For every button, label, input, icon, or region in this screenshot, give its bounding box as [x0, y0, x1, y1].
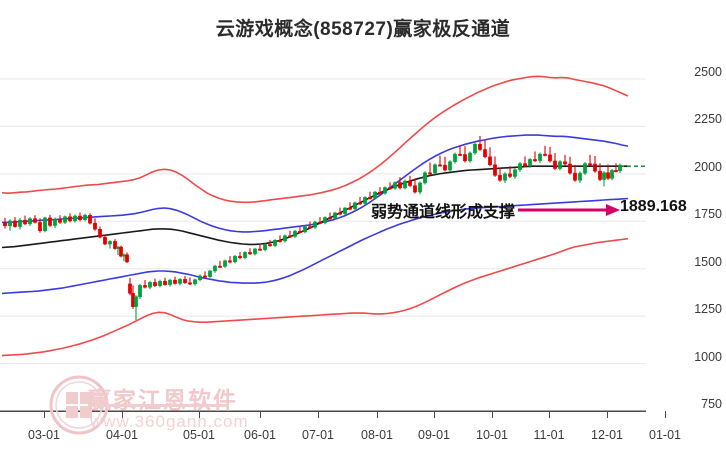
x-axis-tick	[492, 411, 493, 418]
page-title: 云游戏概念(858727)赢家极反通道	[215, 19, 511, 40]
x-axis-label: 11-01	[533, 428, 565, 442]
y-axis-label: 2500	[694, 64, 722, 79]
y-axis-label: 1500	[694, 254, 722, 269]
x-axis-label: 10-01	[476, 428, 508, 442]
y-axis-label: 1000	[694, 349, 722, 364]
y-axis-label: 2000	[694, 159, 722, 174]
candlestick-chart-svg	[0, 75, 646, 411]
x-axis-tick	[549, 411, 550, 418]
annotation-arrow-icon	[518, 204, 620, 216]
x-axis-tick	[260, 411, 261, 418]
watermark-brand: 赢家江恩软件	[88, 387, 238, 413]
y-axis-label: 750	[701, 397, 722, 411]
x-axis-label: 05-01	[183, 428, 215, 442]
x-axis-tick	[377, 411, 378, 418]
x-axis-label: 03-01	[28, 428, 60, 442]
x-axis-tick	[607, 411, 608, 418]
x-axis-tick	[665, 411, 666, 418]
x-axis-label: 04-01	[106, 428, 138, 442]
x-axis-tick	[434, 411, 435, 418]
x-axis-label: 01-01	[649, 428, 681, 442]
x-axis-line	[0, 411, 646, 412]
y-axis-label: 2250	[694, 112, 722, 127]
x-axis-tick	[122, 411, 123, 418]
annotation-label: 弱势通道线形成支撑	[371, 204, 516, 221]
price-chart-plot-area	[0, 60, 646, 411]
watermark-underline	[88, 404, 228, 407]
y-axis-label: 1250	[694, 302, 722, 317]
x-axis-tick	[44, 411, 45, 418]
y-axis-label: 1750	[694, 207, 722, 222]
watermark-url: www.360gann.com	[90, 412, 249, 431]
x-axis-label: 07-01	[302, 428, 334, 442]
x-axis-label: 09-01	[418, 428, 450, 442]
annotation-value: 1889.168	[620, 198, 687, 215]
x-axis-label: 12-01	[591, 428, 623, 442]
x-axis-tick	[318, 411, 319, 418]
x-axis-label: 08-01	[361, 428, 393, 442]
x-axis-label: 06-01	[244, 428, 276, 442]
x-axis-tick	[199, 411, 200, 418]
